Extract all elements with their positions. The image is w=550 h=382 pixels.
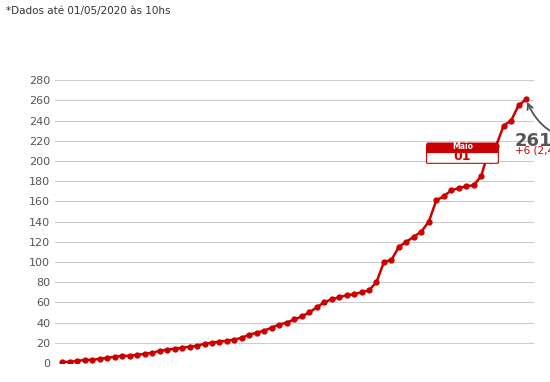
Text: Casos Confirmados COVID-19: Casos Confirmados COVID-19 [115, 40, 435, 59]
Text: 261: 261 [515, 132, 550, 150]
Text: *Dados até 01/05/2020 às 10hs: *Dados até 01/05/2020 às 10hs [6, 6, 170, 16]
Text: +6 (2,4%): +6 (2,4%) [515, 146, 550, 156]
FancyBboxPatch shape [427, 144, 498, 163]
Text: 01: 01 [454, 151, 471, 163]
Text: Maio: Maio [452, 142, 473, 151]
FancyBboxPatch shape [427, 142, 498, 153]
